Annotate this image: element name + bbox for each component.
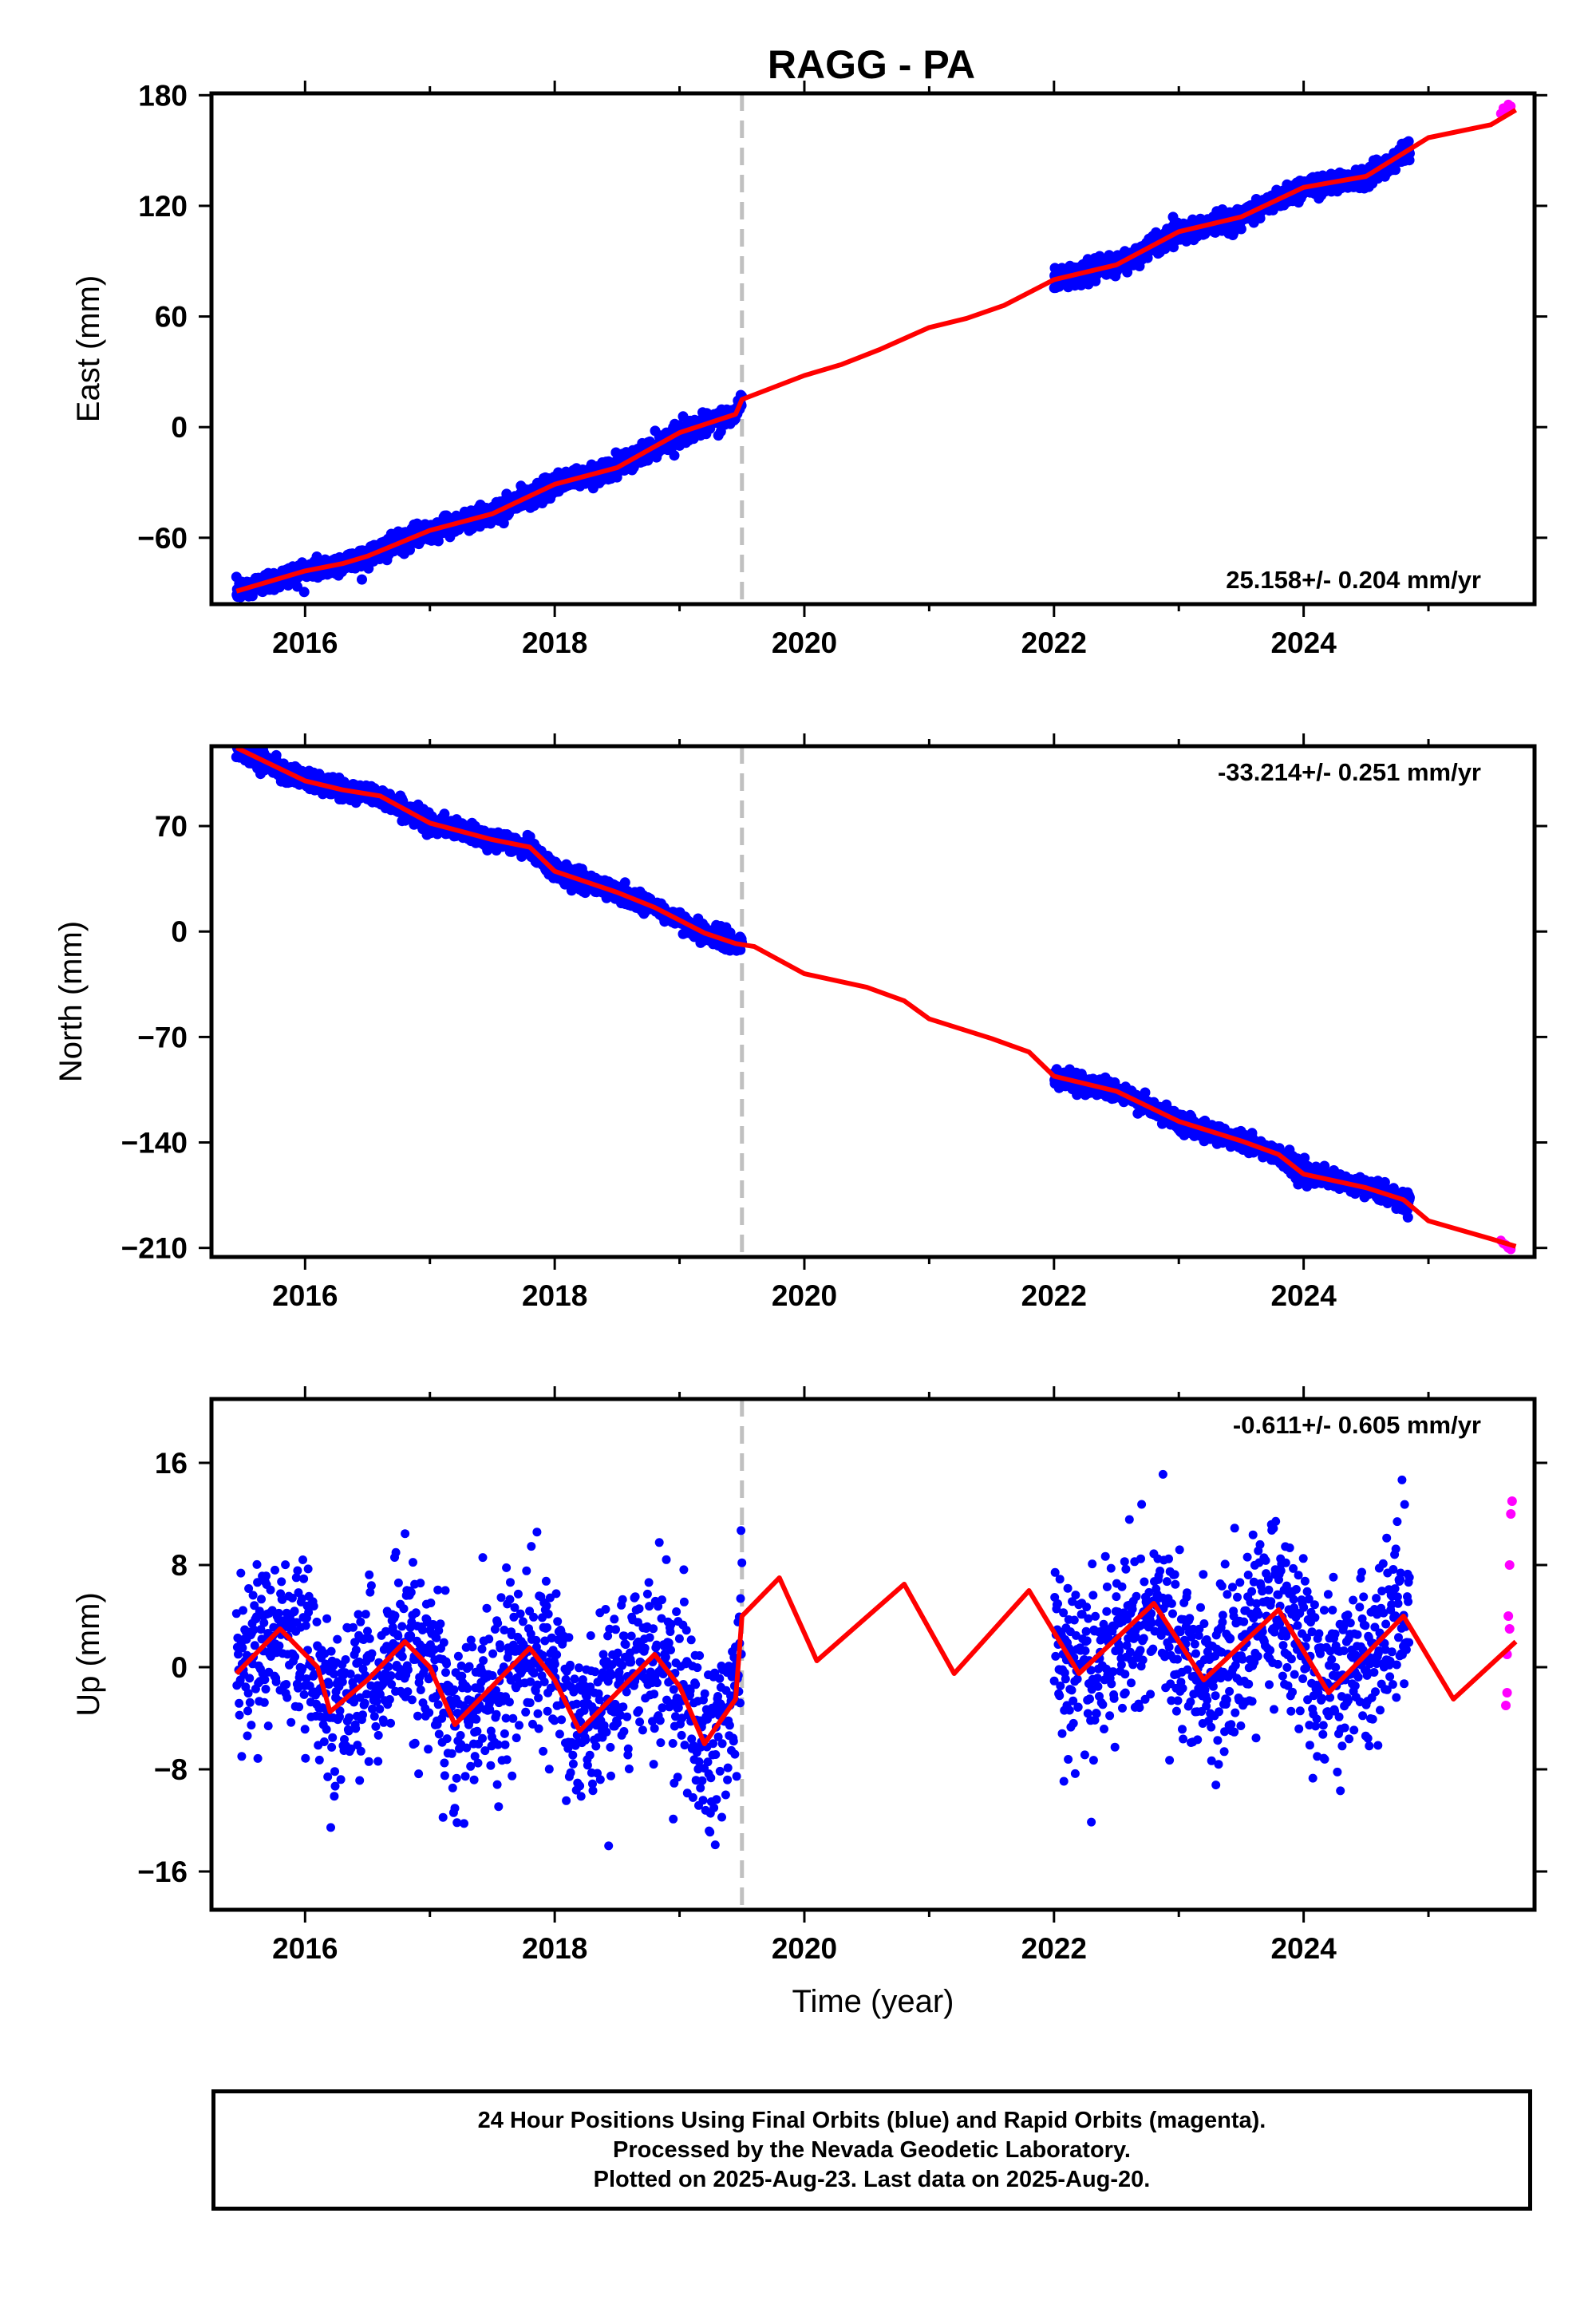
north-final-point: [1402, 1211, 1413, 1223]
east-frame: [209, 91, 1537, 607]
east-ylabel: East (mm): [71, 275, 106, 422]
north-final-point: [1072, 1089, 1083, 1101]
east-xtick-label: 2024: [1270, 626, 1337, 659]
east-final-point: [498, 518, 509, 529]
east-final-point: [433, 536, 444, 547]
east-panel: 2016 2018 2020 2022 2024 −60 0 60 120 180 East (mm…: [71, 79, 1547, 659]
east-final-point: [292, 581, 302, 592]
east-xtick-label: 2020: [772, 626, 837, 659]
north-final-point: [1140, 1087, 1151, 1098]
east-rate-label: 25.158+/- 0.204 mm/yr: [1226, 566, 1481, 594]
east-ytick-label: 120: [138, 190, 188, 223]
east-ytick-label: 0: [171, 411, 188, 444]
north-final-point: [619, 877, 630, 888]
east-ytick-label: 60: [155, 301, 188, 334]
east-xtick-label: 2018: [522, 626, 587, 659]
north-frame: [209, 744, 1537, 1259]
north-plot-area: [231, 732, 1517, 1257]
east-final-point: [298, 587, 310, 598]
east-xtick-label: 2016: [272, 626, 338, 659]
east-rapid-point: [1506, 101, 1516, 112]
east-final-point: [357, 574, 367, 585]
east-final-point: [1403, 136, 1414, 147]
north-panel: 2016 2018 2020 2022 2024−210−140−70070North …: [53, 732, 1547, 1312]
east-plot-area: [231, 93, 1518, 604]
north-final-point: [1379, 1176, 1390, 1188]
east-final-point: [1122, 267, 1133, 278]
east-final-point: [1235, 223, 1246, 235]
chart-title: RAGG - PA: [768, 42, 975, 87]
east-final-point: [669, 450, 680, 461]
north-final-point: [239, 732, 249, 742]
east-xtick-label: 2022: [1021, 626, 1087, 659]
east-ytick-label: 180: [138, 79, 188, 112]
east-model-line: [235, 108, 1518, 594]
north-final-point: [1319, 1160, 1330, 1172]
north-model-line: [235, 746, 1517, 1249]
east-ytick-label: −60: [137, 522, 188, 555]
